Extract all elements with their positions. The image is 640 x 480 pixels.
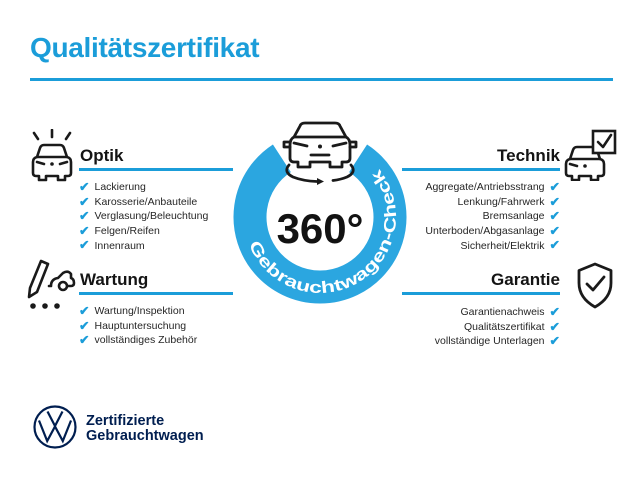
page-title: Qualitätszertifikat: [30, 32, 260, 63]
check-item: ✔ Innenraum: [79, 238, 249, 253]
section-title-garantie: Garantie: [491, 270, 560, 289]
technik-divider: [402, 168, 560, 171]
check-item: Unterboden/Abgasanlage ✔: [379, 224, 560, 239]
gebrauchtwagen-check-ring: Gebrauchtwagen-Check 360°: [233, 144, 407, 304]
check-item: ✔ Karosserie/Anbauteile: [79, 195, 249, 210]
brand-line1: Zertifizierte: [86, 413, 165, 429]
check-item-label: Aggregate/Antriebsstrang: [425, 181, 545, 194]
check-icon: ✔: [549, 238, 560, 253]
check-item: Aggregate/Antriebsstrang ✔: [379, 180, 560, 195]
garantie-divider: [402, 292, 560, 295]
check-item: ✔ vollständiges Zubehör: [79, 333, 249, 348]
check-item: Bremsanlage ✔: [379, 209, 560, 224]
check-item-label: Karosserie/Anbauteile: [94, 195, 198, 208]
section-title-wartung: Wartung: [80, 270, 149, 289]
check-item: Lenkung/Fahrwerk ✔: [379, 195, 560, 210]
check-item-label: Lackierung: [94, 181, 146, 194]
check-icon: ✔: [549, 334, 560, 349]
optik-checklist: ✔ Lackierung ✔ Karosserie/Anbauteile ✔ Verg…: [79, 180, 249, 253]
brand-text: Zertifizierte Gebrauchtwagen: [86, 413, 204, 445]
section-title-optik: Optik: [80, 146, 124, 165]
check-item: ✔ Lackierung: [79, 180, 249, 195]
check-icon: ✔: [549, 194, 560, 209]
rotation-arrow: [285, 163, 319, 183]
check-item-label: Felgen/Reifen: [94, 225, 160, 238]
check-item-label: Verglasung/Beleuchtung: [94, 210, 209, 223]
check-item: ✔ Verglasung/Beleuchtung: [79, 209, 249, 224]
rotating-car-icon: [282, 121, 358, 185]
check-item: ✔ Hauptuntersuchung: [79, 319, 249, 334]
check-item-label: Wartung/Inspektion: [94, 305, 185, 318]
wartung-divider: [79, 292, 233, 295]
check-item: Sicherheit/Elektrik ✔: [379, 238, 560, 253]
check-item: Qualitätszertifikat ✔: [379, 320, 560, 335]
check-icon: ✔: [549, 319, 560, 334]
check-item-label: Sicherheit/Elektrik: [460, 239, 545, 252]
service-record-icon: [27, 259, 76, 309]
check-item: ✔ Felgen/Reifen: [79, 224, 249, 239]
check-icon: ✔: [79, 304, 90, 319]
shield-check-icon: [577, 262, 613, 309]
check-item-label: Bremsanlage: [482, 210, 545, 223]
check-item-label: Garantienachweis: [460, 306, 545, 319]
wartung-checklist: ✔ Wartung/Inspektion ✔ Hauptuntersuchung ✔…: [79, 304, 249, 348]
check-item-label: Unterboden/Abgasanlage: [425, 225, 545, 238]
header-divider: [30, 78, 613, 81]
check-icon: ✔: [79, 194, 90, 209]
check-item-label: Lenkung/Fahrwerk: [457, 195, 545, 208]
check-icon: ✔: [79, 318, 90, 333]
optik-divider: [79, 168, 233, 171]
check-item-label: Innenraum: [94, 239, 145, 252]
section-title-technik: Technik: [497, 146, 560, 165]
check-item: ✔ Wartung/Inspektion: [79, 304, 249, 319]
vw-logo: [33, 405, 77, 449]
check-item-label: vollständige Unterlagen: [434, 335, 545, 348]
check-item: Garantienachweis ✔: [379, 305, 560, 320]
sparkling-car-icon: [31, 129, 73, 182]
garantie-checklist: Garantienachweis ✔ Qualitätszertifikat ✔ v…: [379, 305, 560, 349]
check-icon: ✔: [549, 223, 560, 238]
blue-ring: [233, 144, 407, 304]
check-icon: ✔: [549, 209, 560, 224]
brand-line2: Gebrauchtwagen: [86, 428, 204, 445]
degree-label: 360°: [277, 205, 364, 252]
check-icon: ✔: [549, 180, 560, 195]
check-item: vollständige Unterlagen ✔: [379, 334, 560, 349]
check-icon: ✔: [79, 333, 90, 348]
technik-checklist: Aggregate/Antriebsstrang ✔ Lenkung/Fahrwe…: [379, 180, 560, 253]
check-icon: ✔: [79, 209, 90, 224]
check-item-label: Hauptuntersuchung: [94, 319, 187, 332]
check-item-label: Qualitätszertifikat: [463, 320, 545, 333]
check-icon: ✔: [79, 180, 90, 195]
check-item-label: vollständiges Zubehör: [94, 334, 198, 347]
check-icon: ✔: [79, 238, 90, 253]
car-checklist-icon: [564, 129, 617, 181]
check-icon: ✔: [549, 305, 560, 320]
check-icon: ✔: [79, 223, 90, 238]
